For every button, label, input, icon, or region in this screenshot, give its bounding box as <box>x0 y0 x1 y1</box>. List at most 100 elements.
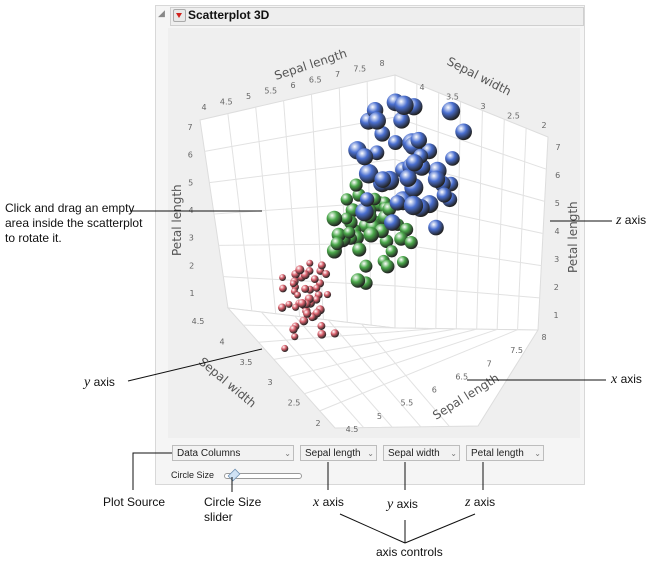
setosa-point <box>297 298 307 308</box>
x-tick-label: 6 <box>432 386 437 395</box>
grid-line <box>361 323 450 427</box>
virginica-point <box>374 171 392 188</box>
versicolor-point <box>380 259 395 274</box>
setosa-point <box>292 303 300 311</box>
setosa-point <box>285 300 293 308</box>
x-tick-label: 5.5 <box>264 87 277 96</box>
grid-line <box>261 311 364 428</box>
setosa-point <box>306 259 314 267</box>
virginica-point <box>374 125 391 142</box>
virginica-point <box>394 95 414 115</box>
x-tick-label: 4.5 <box>220 98 233 107</box>
chevron-down-icon: ⌄ <box>367 449 374 458</box>
z-tick-label: 2 <box>189 261 194 270</box>
virginica-point <box>405 154 424 172</box>
grid-line <box>304 328 498 395</box>
y-tick-label: 4 <box>419 83 424 92</box>
setosa-point <box>301 284 310 293</box>
x-tick-label: 6.5 <box>309 76 322 85</box>
circle-size-slider-annotation: Circle Size slider <box>204 495 262 524</box>
y-tick-label: 2.5 <box>507 112 520 121</box>
rotate-hint-annotation: Click and drag an empty area inside the … <box>5 201 143 245</box>
z-tick-label: 5 <box>555 199 560 208</box>
scatterplot-3d-canvas[interactable]: 4 4.5 5 5.5 6 6.5 7 7.5 8 4 3.5 3 2.5 2 1 1 2 2 3 3 4 4 5 5 6 6 7 7… <box>168 28 580 438</box>
z-tick-label: 2 <box>554 283 559 292</box>
plot-source-dropdown[interactable]: Data Columns ⌄ <box>172 445 294 461</box>
chevron-down-icon: ⌄ <box>534 449 541 458</box>
z-column-value: Petal length <box>471 448 524 459</box>
grid-line <box>394 116 547 170</box>
y-axis-control-annotation: y axis <box>387 497 418 512</box>
x-tick-label: 4.5 <box>346 425 359 434</box>
grid-line <box>218 243 396 246</box>
setosa-point <box>289 280 297 288</box>
virginica-point <box>356 148 374 166</box>
y-tick-label: 4 <box>219 337 224 346</box>
versicolor-point <box>340 212 353 225</box>
z-tick-label: 3 <box>554 255 559 264</box>
circle-size-slider-track[interactable] <box>224 473 302 479</box>
z-tick-label: 4 <box>554 227 559 236</box>
virginica-point <box>427 170 446 188</box>
grid-line <box>394 285 540 299</box>
plot-source-annotation: Plot Source <box>103 495 166 509</box>
x-column-value: Sepal length <box>305 448 361 459</box>
versicolor-point <box>343 226 356 239</box>
versicolor-point <box>340 193 353 206</box>
x-tick-label: 7 <box>487 359 492 368</box>
x-tick-label: 5 <box>246 92 251 101</box>
setosa-point <box>322 270 331 278</box>
plot-walls <box>199 74 549 429</box>
virginica-point <box>369 145 385 161</box>
grid-line <box>289 328 477 378</box>
plot-source-value: Data Columns <box>177 448 241 459</box>
virginica-point <box>355 202 374 222</box>
setosa-point <box>291 333 299 341</box>
setosa-point <box>303 309 312 318</box>
virginica-point <box>403 195 424 216</box>
virginica-point <box>410 131 428 149</box>
virginica-point <box>358 164 379 184</box>
panel-header <box>170 7 584 26</box>
x-tick-label: 7.5 <box>510 346 523 355</box>
axis-controls-annotation: axis controls <box>376 545 443 559</box>
x-tick-label: 8 <box>541 333 546 342</box>
versicolor-point <box>396 256 409 269</box>
versicolor-point <box>330 236 344 251</box>
y-tick-label: 2 <box>315 419 320 428</box>
y-axis-dropdown[interactable]: Sepal width ⌄ <box>383 445 460 461</box>
x-tick-label: 7 <box>335 70 340 79</box>
virginica-point <box>441 101 461 121</box>
setosa-point <box>312 284 321 292</box>
z-tick-label: 7 <box>187 123 192 132</box>
grid-line <box>243 324 416 329</box>
virginica-point <box>384 214 401 231</box>
versicolor-point <box>404 235 418 250</box>
z-axis-label-left: Petal length <box>170 184 184 256</box>
z-tick-label: 5 <box>188 178 193 187</box>
versicolor-point <box>350 273 366 288</box>
setosa-point <box>317 322 326 330</box>
setosa-point <box>310 275 319 284</box>
y-tick-label: 3.5 <box>240 358 253 367</box>
x-tick-label: 6 <box>290 81 295 90</box>
setosa-point <box>317 261 326 270</box>
virginica-point <box>445 151 460 166</box>
z-tick-label: 1 <box>553 311 558 320</box>
z-tick-label: 1 <box>189 289 194 298</box>
z-axis-annotation: z axis <box>616 213 647 228</box>
x-axis-dropdown[interactable]: Sepal length ⌄ <box>300 445 377 461</box>
y-tick-label: 2.5 <box>288 399 301 408</box>
chevron-down-icon: ⌄ <box>450 449 457 458</box>
versicolor-point <box>385 245 398 258</box>
chevron-down-icon: ⌄ <box>284 449 291 458</box>
versicolor-point <box>326 210 343 227</box>
tick-labels: 4 4.5 5 5.5 6 6.5 7 7.5 8 4 3.5 3 2.5 2 1 1 2 2 3 3 4 4 5 5 6 6 7 7… <box>187 59 560 434</box>
z-axis-dropdown[interactable]: Petal length ⌄ <box>466 445 544 461</box>
x-axis-annotation: x axis <box>611 372 642 387</box>
versicolor-point <box>349 178 363 192</box>
disclosure-triangle-icon[interactable]: ◢ <box>158 9 165 19</box>
virginica-point <box>359 192 375 207</box>
red-triangle-menu-icon[interactable] <box>173 9 186 22</box>
